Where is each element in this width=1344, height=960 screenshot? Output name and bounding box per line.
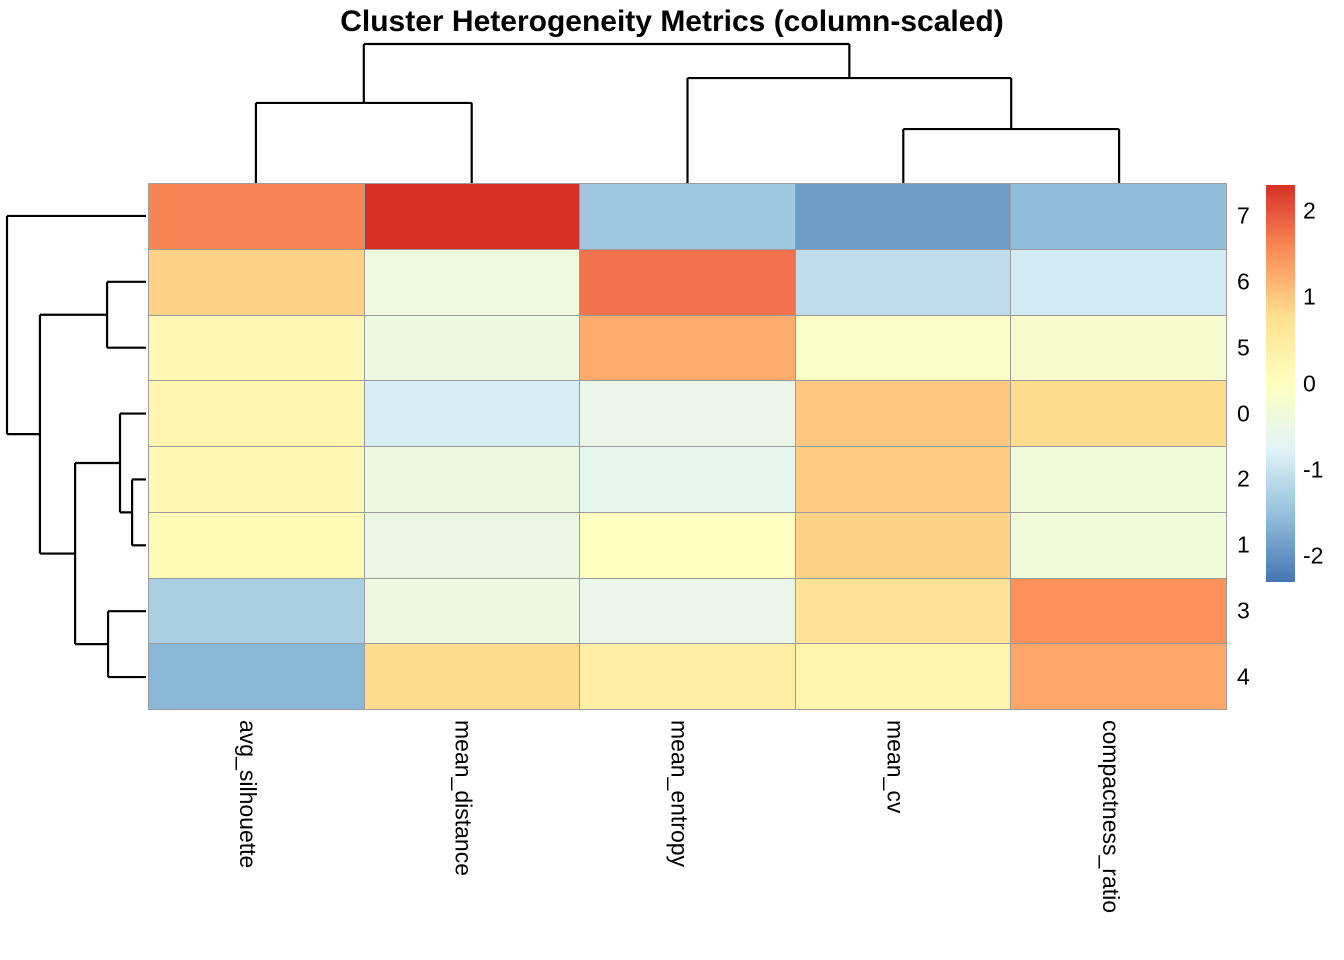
heatmap-cell-2-mean_distance — [364, 447, 580, 512]
heatmap-cell-4-compactness_ratio — [1011, 644, 1226, 709]
heatmap-cell-4-mean_entropy — [580, 644, 795, 709]
heatmap-cell-7-compactness_ratio — [1011, 184, 1226, 249]
heatmap-cell-6-mean_distance — [364, 249, 580, 315]
heatmap-cell-0-avg_silhouette — [149, 381, 364, 446]
legend-tick-2: 2 — [1303, 197, 1316, 224]
heatmap-cell-3-mean_entropy — [580, 578, 795, 644]
row-label-5: 5 — [1237, 334, 1250, 361]
heatmap-cell-1-mean_cv — [795, 512, 1011, 578]
heatmap-cell-7-mean_distance — [364, 184, 580, 249]
row-label-0: 0 — [1237, 400, 1250, 427]
heatmap-cell-4-avg_silhouette — [149, 644, 364, 709]
legend-tick--1: -1 — [1303, 456, 1324, 483]
row-label-7: 7 — [1237, 202, 1250, 229]
heatmap-cell-4-mean_distance — [364, 644, 580, 709]
legend-tick--2: -2 — [1303, 542, 1324, 569]
heatmap-cell-5-mean_entropy — [580, 315, 795, 381]
heatmap-cell-6-mean_entropy — [580, 249, 795, 315]
heatmap-cell-3-mean_distance — [364, 578, 580, 644]
heatmap-cell-0-compactness_ratio — [1011, 381, 1226, 446]
heatmap-cell-1-compactness_ratio — [1011, 512, 1226, 578]
col-label-mean_distance: mean_distance — [450, 720, 477, 876]
heatmap-cell-1-mean_distance — [364, 512, 580, 578]
heatmap-cell-5-mean_cv — [795, 315, 1011, 381]
heatmap-cell-0-mean_distance — [364, 381, 580, 446]
row-label-1: 1 — [1237, 531, 1250, 558]
legend-tick-1: 1 — [1303, 283, 1316, 310]
legend-tick-0: 0 — [1303, 370, 1316, 396]
heatmap-cell-6-compactness_ratio — [1011, 249, 1226, 315]
heatmap-cell-2-mean_entropy — [580, 447, 795, 512]
heatmap-cell-7-mean_entropy — [580, 184, 795, 249]
col-label-compactness_ratio: compactness_ratio — [1098, 720, 1125, 914]
plot-title: Cluster Heterogeneity Metrics (column-sc… — [340, 5, 1004, 38]
row-label-2: 2 — [1237, 465, 1250, 492]
heatmap-cell-7-avg_silhouette — [149, 184, 364, 249]
heatmap-cell-7-mean_cv — [795, 184, 1011, 249]
heatmap-cell-6-avg_silhouette — [149, 249, 364, 315]
heatmap-cell-3-compactness_ratio — [1011, 578, 1226, 644]
heatmap-cell-5-avg_silhouette — [149, 315, 364, 381]
heatmap-cell-3-avg_silhouette — [149, 578, 364, 644]
column-dendrogram — [254, 42, 1121, 183]
heatmap-cell-5-compactness_ratio — [1011, 315, 1226, 381]
heatmap-cell-2-compactness_ratio — [1011, 447, 1226, 512]
heatmap-cell-4-mean_cv — [795, 644, 1011, 709]
heatmap-cell-0-mean_cv — [795, 381, 1011, 446]
row-label-4: 4 — [1237, 663, 1250, 690]
heatmap-cell-6-mean_cv — [795, 249, 1011, 315]
heatmap-cell-2-mean_cv — [795, 447, 1011, 512]
heatmap-cell-1-mean_entropy — [580, 512, 795, 578]
heatmap-cell-2-avg_silhouette — [149, 447, 364, 512]
row-label-6: 6 — [1237, 268, 1250, 295]
color-legend-bar — [1266, 185, 1295, 582]
heatmap-grid — [148, 183, 1227, 710]
heatmap-cell-1-avg_silhouette — [149, 512, 364, 578]
heatmap-cell-5-mean_distance — [364, 315, 580, 381]
heatmap-cell-0-mean_entropy — [580, 381, 795, 446]
col-label-mean_entropy: mean_entropy — [666, 720, 693, 868]
row-dendrogram — [5, 214, 146, 679]
row-label-3: 3 — [1237, 597, 1250, 624]
col-label-mean_cv: mean_cv — [882, 720, 909, 814]
heatmap-cell-3-mean_cv — [795, 578, 1011, 644]
col-label-avg_silhouette: avg_silhouette — [234, 720, 261, 869]
